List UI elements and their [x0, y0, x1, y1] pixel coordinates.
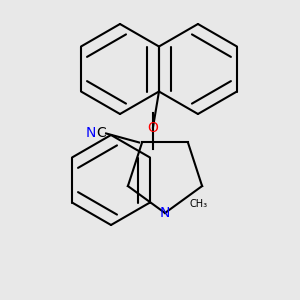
Text: N: N	[86, 126, 96, 140]
Text: N: N	[160, 206, 170, 220]
Text: CH₃: CH₃	[189, 199, 207, 209]
Text: O: O	[148, 121, 158, 134]
Text: C: C	[97, 126, 106, 140]
